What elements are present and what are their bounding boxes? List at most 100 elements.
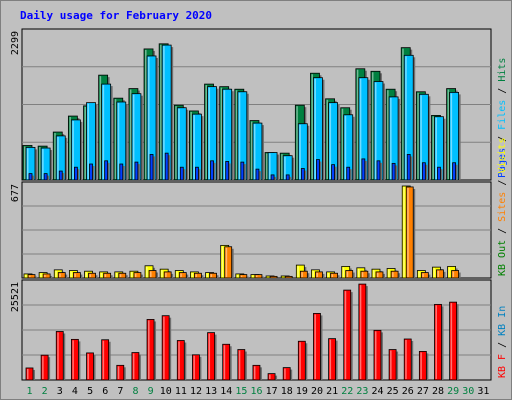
day-label-25: 25: [387, 386, 399, 397]
bar-highlight: [254, 124, 256, 179]
bar-pages-19: [301, 168, 304, 180]
bar-highlight: [178, 342, 180, 379]
bar-highlight: [222, 246, 224, 277]
bar-highlight: [195, 274, 197, 277]
bar-pages-2: [44, 174, 47, 180]
bar-highlight: [54, 133, 56, 179]
bar-highlight: [373, 270, 375, 277]
bar-highlight: [69, 117, 71, 179]
bar-highlight: [44, 275, 46, 277]
bar-highlight: [226, 248, 228, 277]
bar-pages-11: [180, 167, 183, 180]
bar-highlight: [150, 272, 152, 277]
bar-highlight: [453, 272, 455, 277]
bar-highlight: [390, 351, 392, 379]
day-label-21: 21: [326, 386, 338, 397]
bar-highlight: [451, 93, 453, 179]
bar-highlight: [299, 342, 301, 379]
bar-highlight: [193, 115, 195, 179]
bar-highlight: [29, 276, 31, 277]
bar-highlight: [372, 72, 374, 179]
day-label-22: 22: [341, 386, 353, 397]
bar-highlight: [103, 341, 105, 379]
day-label-15: 15: [235, 386, 247, 397]
bar-highlight: [316, 273, 318, 277]
bar-highlight: [314, 79, 316, 179]
bar-highlight: [55, 271, 57, 277]
bar-highlight: [27, 369, 29, 379]
bar-highlight: [211, 274, 213, 277]
bar-highlight: [118, 366, 120, 379]
bar-highlight: [239, 351, 241, 379]
bar-highlight: [236, 90, 238, 179]
bar-highlight: [27, 148, 29, 179]
bar-pages-16: [256, 169, 259, 180]
bar-highlight: [387, 90, 389, 179]
bar-highlight: [74, 274, 76, 277]
day-label-29: 29: [447, 386, 459, 397]
bar-highlight: [330, 340, 332, 379]
day-label-27: 27: [417, 386, 429, 397]
bar-highlight: [105, 274, 107, 277]
bar-highlight: [146, 267, 148, 277]
bar-pages-27: [422, 163, 425, 180]
day-label-17: 17: [266, 386, 278, 397]
day-label-4: 4: [72, 386, 78, 397]
day-label-3: 3: [57, 386, 63, 397]
bar-highlight: [241, 276, 243, 277]
bar-highlight: [284, 369, 286, 379]
bar-highlight: [239, 93, 241, 179]
legend-hits: Hits: [497, 58, 508, 82]
bar-highlight: [90, 274, 92, 277]
day-label-16: 16: [250, 386, 262, 397]
day-label-18: 18: [281, 386, 293, 397]
bar-highlight: [449, 267, 451, 277]
mid-max-label: 677: [10, 184, 21, 202]
day-label-12: 12: [190, 386, 202, 397]
bar-highlight: [422, 274, 424, 277]
bar-pages-24: [377, 161, 380, 180]
day-label-2: 2: [42, 386, 48, 397]
bar-pages-28: [437, 167, 440, 180]
bar-highlight: [403, 187, 405, 277]
bar-highlight: [448, 90, 450, 179]
day-label-7: 7: [117, 386, 123, 397]
bar-highlight: [327, 100, 329, 179]
bar-pages-29: [453, 163, 456, 180]
bar-highlight: [402, 49, 404, 179]
bar-pages-25: [392, 163, 395, 180]
bar-highlight: [176, 272, 178, 277]
bar-highlight: [24, 146, 26, 179]
bar-highlight: [358, 269, 360, 277]
bar-highlight: [375, 83, 377, 179]
bar-highlight: [301, 272, 303, 277]
bar-highlight: [297, 266, 299, 277]
bar-highlight: [118, 103, 120, 179]
bar-highlight: [115, 99, 117, 179]
bar-highlight: [145, 50, 147, 179]
day-label-20: 20: [311, 386, 323, 397]
bar-highlight: [175, 106, 177, 179]
bar-highlight: [360, 285, 362, 379]
bar-highlight: [85, 107, 87, 179]
bar-highlight: [224, 345, 226, 379]
bar-highlight: [130, 90, 132, 179]
bar-highlight: [191, 273, 193, 277]
bar-highlight: [392, 272, 394, 277]
bar-pages-1: [29, 174, 32, 180]
bar-highlight: [72, 121, 74, 179]
bar-highlight: [133, 354, 135, 379]
bar-highlight: [190, 112, 192, 179]
bar-highlight: [72, 340, 74, 379]
bar-highlight: [59, 274, 61, 277]
bar-highlight: [284, 157, 286, 179]
bar-highlight: [360, 79, 362, 179]
bar-highlight: [342, 109, 344, 179]
bar-pages-8: [135, 162, 138, 180]
day-label-5: 5: [87, 386, 93, 397]
